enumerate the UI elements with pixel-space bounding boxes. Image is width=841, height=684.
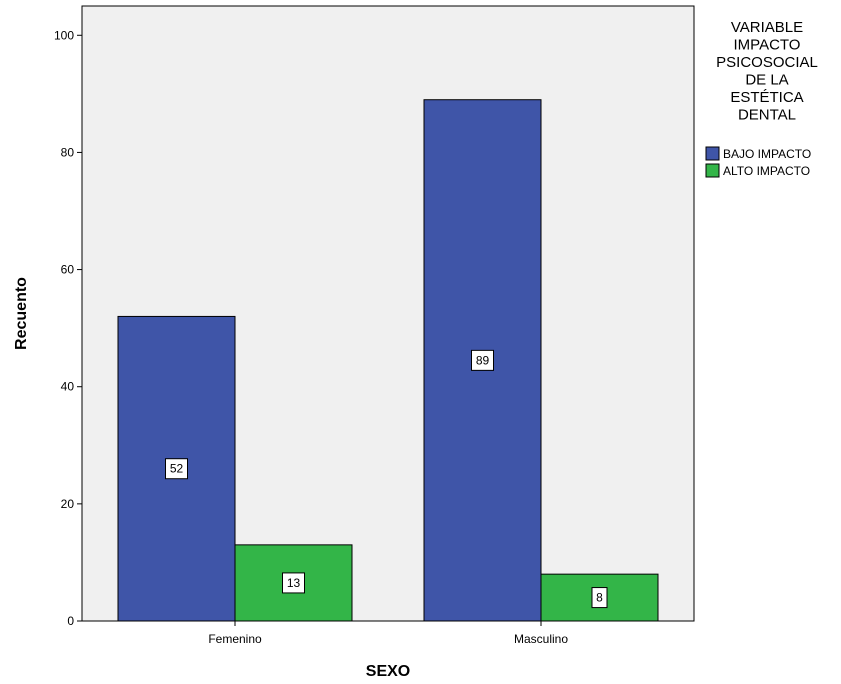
legend-swatch bbox=[705, 146, 720, 161]
y-tick-label: 0 bbox=[67, 614, 74, 628]
data-labels: 52 13 89 8 bbox=[165, 349, 608, 609]
legend-title-line: VARIABLE bbox=[731, 19, 803, 36]
legend-label: BAJO IMPACTO bbox=[723, 147, 811, 161]
x-axis: Femenino Masculino bbox=[208, 621, 568, 646]
legend-title-line: PSICOSOCIAL bbox=[716, 54, 818, 71]
legend-title-line: DE LA bbox=[745, 72, 788, 89]
legend-title-line: DENTAL bbox=[738, 107, 796, 124]
data-label-box bbox=[471, 349, 494, 371]
y-tick-label: 40 bbox=[61, 380, 75, 394]
y-tick-label: 80 bbox=[61, 145, 75, 159]
legend-swatch bbox=[705, 163, 720, 178]
y-axis-title: Recuento bbox=[13, 277, 30, 350]
x-tick-label: Femenino bbox=[208, 632, 262, 646]
x-tick-label: Masculino bbox=[514, 632, 568, 646]
y-tick-label: 100 bbox=[54, 28, 74, 42]
legend-title-line: IMPACTO bbox=[734, 37, 801, 54]
y-tick-label: 60 bbox=[61, 263, 75, 277]
legend-title-line: ESTÉTICA bbox=[730, 89, 803, 106]
data-label: 8 bbox=[596, 591, 603, 605]
data-label: 13 bbox=[287, 576, 301, 590]
data-label: 89 bbox=[476, 353, 490, 367]
legend-label: ALTO IMPACTO bbox=[723, 164, 810, 178]
data-label-box bbox=[591, 587, 608, 609]
data-label: 52 bbox=[170, 462, 184, 476]
data-label-box bbox=[165, 458, 188, 480]
y-tick-label: 20 bbox=[61, 497, 75, 511]
data-label-box bbox=[282, 572, 305, 594]
x-axis-title: SEXO bbox=[366, 663, 410, 680]
y-axis: 0 20 40 60 80 100 bbox=[54, 28, 82, 628]
